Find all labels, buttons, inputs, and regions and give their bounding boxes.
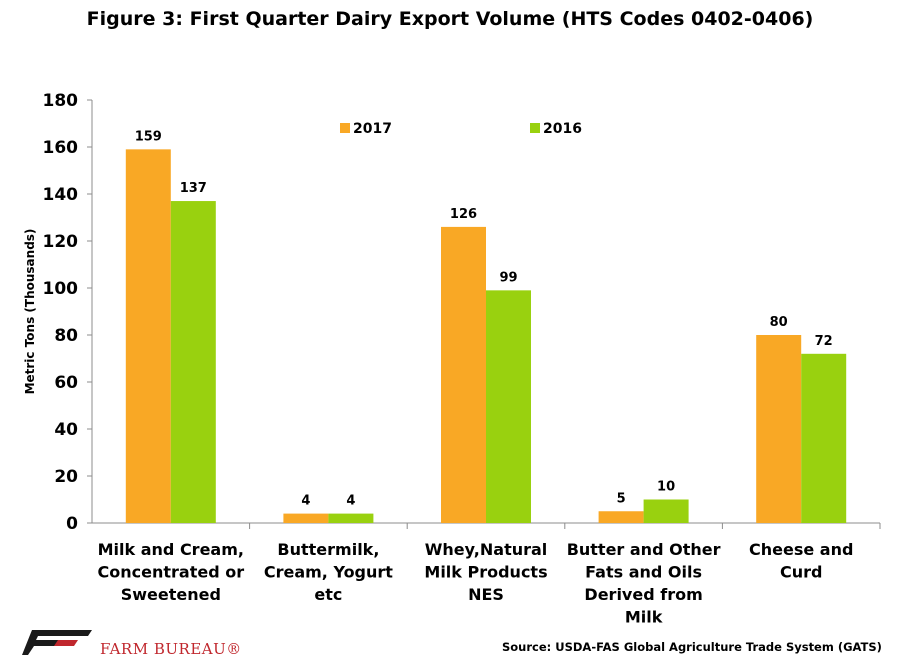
category-label-4: Cheese and — [749, 540, 853, 559]
bar-2016-3 — [643, 499, 689, 523]
category-label-0: Concentrated or — [98, 563, 245, 582]
category-label-3: Derived from — [584, 585, 702, 604]
y-ticks: 0 20 40 60 80 100 120 140 160 180 — [43, 91, 92, 534]
y-tick-label: 100 — [43, 279, 79, 299]
bars — [125, 149, 847, 524]
y-tick-label: 40 — [54, 420, 78, 440]
category-label-2: Milk Products — [424, 563, 547, 582]
category-label-4: Curd — [780, 563, 822, 582]
farm-bureau-logo — [22, 630, 92, 655]
legend-swatch-2017 — [340, 123, 350, 133]
y-axis-label-group: Metric Tons (Thousands) — [23, 229, 37, 395]
bar-2017-0 — [125, 149, 171, 523]
y-tick-label: 120 — [43, 232, 79, 252]
y-tick-label: 80 — [54, 326, 78, 346]
bar-2016-4 — [801, 353, 847, 523]
data-label-2016-0: 137 — [180, 181, 207, 196]
y-tick-label: 180 — [43, 91, 79, 111]
category-label-3: Milk — [625, 608, 663, 627]
y-tick-label: 140 — [43, 185, 79, 205]
bar-2016-2 — [486, 290, 531, 523]
legend-swatch-2016 — [530, 123, 540, 133]
category-label-2: NES — [468, 585, 504, 604]
bar-2017-1 — [283, 513, 329, 523]
data-label-2017-4: 80 — [770, 315, 788, 330]
y-tick-label: 0 — [66, 514, 78, 534]
data-label-2016-3: 10 — [657, 480, 675, 495]
y-axis-label: Metric Tons (Thousands) — [23, 229, 37, 395]
brand-name: FARM BUREAU® — [100, 640, 242, 658]
category-label-0: Milk and Cream, — [98, 540, 244, 559]
data-label-2016-1: 4 — [346, 494, 355, 509]
data-label-2017-1: 4 — [301, 494, 310, 509]
y-tick-label: 60 — [54, 373, 78, 393]
category-labels: Milk and Cream, Concentrated or Sweetened B… — [98, 523, 881, 627]
data-label-2017-2: 126 — [450, 207, 477, 222]
category-label-3: Butter and Other — [567, 540, 721, 559]
bar-2017-4 — [756, 335, 802, 523]
data-label-2017-0: 159 — [135, 129, 162, 144]
y-tick-label: 20 — [54, 467, 78, 487]
category-label-1: etc — [314, 585, 342, 604]
data-labels: 159 137 4 4 126 99 5 10 80 72 — [135, 129, 833, 508]
bar-2016-0 — [170, 201, 216, 524]
bar-2017-3 — [598, 511, 644, 523]
category-label-0: Sweetened — [121, 585, 221, 604]
data-label-2016-2: 99 — [499, 270, 517, 285]
category-label-1: Cream, Yogurt — [264, 563, 393, 582]
y-tick-label: 160 — [43, 138, 79, 158]
bar-2017-2 — [441, 226, 486, 523]
category-label-2: Whey,Natural — [425, 540, 548, 559]
source-note: Source: USDA-FAS Global Agriculture Trad… — [502, 640, 882, 654]
bar-2016-1 — [328, 513, 374, 523]
legend-label-2016: 2016 — [543, 121, 582, 137]
chart-title: Figure 3: First Quarter Dairy Export Vol… — [86, 8, 814, 30]
legend: 2017 2016 — [340, 121, 582, 137]
category-label-1: Buttermilk, — [277, 540, 379, 559]
data-label-2016-4: 72 — [815, 334, 833, 349]
category-label-3: Fats and Oils — [585, 563, 702, 582]
data-label-2017-3: 5 — [617, 491, 626, 506]
legend-label-2017: 2017 — [353, 121, 392, 137]
